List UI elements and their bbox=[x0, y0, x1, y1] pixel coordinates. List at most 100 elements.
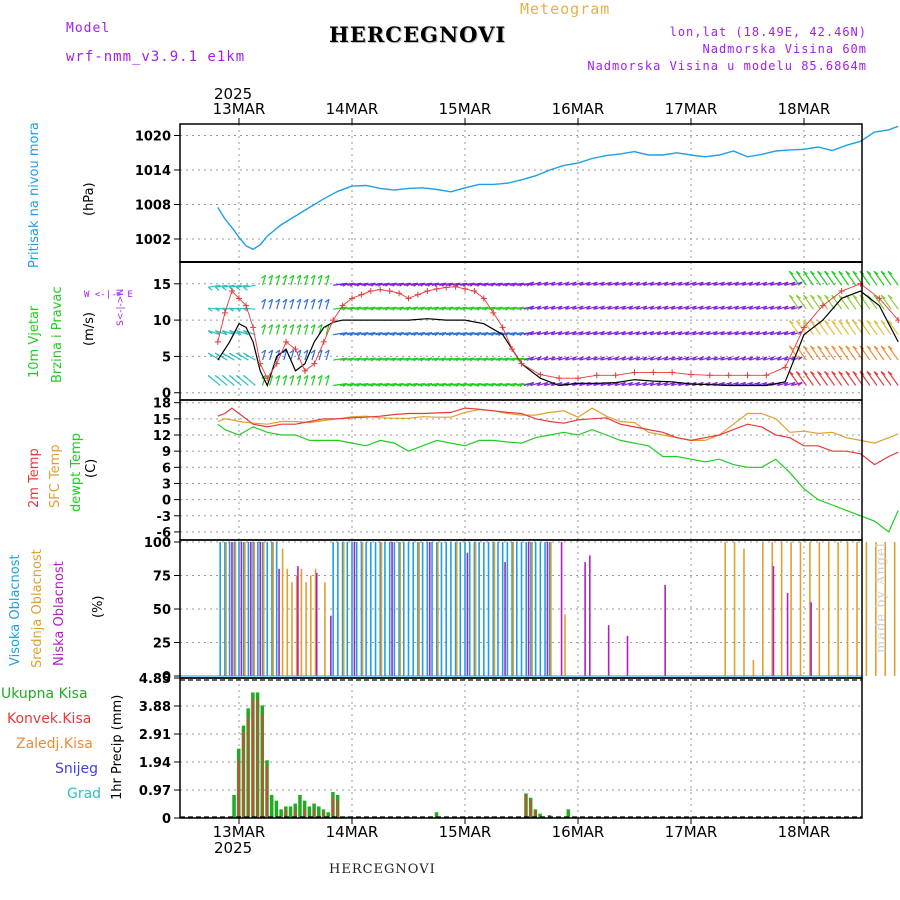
wind-arrows bbox=[207, 270, 899, 387]
precip-conv-bar bbox=[266, 766, 268, 818]
gust-marker bbox=[320, 338, 327, 345]
wind-tick-label: 10 bbox=[153, 314, 171, 329]
pressure-frame bbox=[179, 123, 863, 263]
gust-marker bbox=[386, 288, 393, 295]
temp-label-sfc: SFC Temp bbox=[48, 444, 63, 508]
precip-conv-bar bbox=[238, 760, 240, 818]
temp-tick-label: 9 bbox=[162, 445, 171, 460]
precip-label: 1hr Precip (mm) bbox=[110, 694, 125, 800]
model-label: Model bbox=[66, 21, 111, 36]
precip-conv-bar bbox=[322, 812, 325, 818]
gust-marker bbox=[330, 317, 337, 324]
temp-label-dewpt: dewpt Temp bbox=[69, 432, 84, 512]
precip-total-bar bbox=[317, 806, 321, 818]
gust-marker bbox=[377, 286, 384, 293]
gust-marker bbox=[669, 369, 676, 376]
model-elevation-label: Nadmorska Visina u modelu 85.6864m bbox=[587, 59, 867, 73]
gust-marker bbox=[838, 288, 845, 295]
cloud-tick-label: 0 bbox=[162, 670, 171, 685]
precip-total-bar bbox=[298, 794, 302, 818]
temp-tick-label: -6 bbox=[157, 526, 171, 541]
station-title: HERCEGNOVI bbox=[329, 22, 507, 47]
wind-label-1: 10m Vjetar bbox=[27, 305, 42, 378]
gust-marker bbox=[744, 372, 751, 379]
precip-total-bar bbox=[279, 809, 283, 818]
pressure-line bbox=[217, 125, 899, 251]
cloud-tick-label: 25 bbox=[153, 636, 171, 651]
model-name: wrf-nmm_v3.9.1 e1km bbox=[66, 49, 246, 65]
gust-marker bbox=[283, 338, 290, 345]
legend-convective-rain: Konvek.Kisa bbox=[7, 711, 92, 727]
gust-marker bbox=[311, 360, 318, 367]
gust-marker bbox=[405, 295, 412, 302]
precip-total-bar bbox=[307, 806, 312, 818]
gust-marker bbox=[273, 360, 280, 367]
temp-tick-label: 6 bbox=[162, 461, 171, 476]
dewpt-line bbox=[217, 423, 899, 533]
gust-marker bbox=[414, 291, 421, 298]
temp-tick-label: 18 bbox=[153, 397, 171, 412]
wind-unit: (m/s) bbox=[82, 312, 97, 346]
date-label-bottom: 18MAR bbox=[778, 823, 831, 841]
date-label-bottom: 15MAR bbox=[439, 823, 492, 841]
cloud-tick-label: 50 bbox=[153, 603, 171, 618]
date-label-top: 16MAR bbox=[552, 100, 605, 118]
precip-conv-bar bbox=[256, 699, 259, 818]
temp-unit: (C) bbox=[84, 458, 99, 478]
gust-marker bbox=[339, 302, 346, 309]
precip-conv-bar bbox=[285, 809, 287, 818]
precip-total-bar bbox=[288, 806, 293, 818]
precip-conv-bar bbox=[332, 797, 334, 818]
wind-tick-label: 0 bbox=[162, 387, 171, 402]
precip-total-bar bbox=[326, 812, 330, 818]
precip-conv-bar bbox=[261, 714, 264, 818]
precip-tick-label: 0 bbox=[162, 812, 171, 827]
date-label-bottom: 16MAR bbox=[552, 823, 605, 841]
precip-conv-bar bbox=[336, 800, 339, 818]
gust-marker bbox=[349, 295, 355, 302]
gust-marker bbox=[499, 324, 506, 331]
precip-conv-bar bbox=[242, 731, 245, 818]
precip-total-bar bbox=[434, 812, 439, 818]
gust-marker bbox=[433, 285, 440, 292]
temp-tick-label: 15 bbox=[153, 413, 171, 428]
gust-marker bbox=[221, 309, 228, 316]
precip-conv-bar bbox=[529, 800, 532, 818]
precip-tick-label: 4.85 bbox=[139, 672, 171, 687]
date-label-bottom: 13MAR bbox=[213, 823, 266, 841]
footer-station: HERCEGNOVI bbox=[329, 862, 436, 877]
wind-compass: W <-|-> E bbox=[84, 290, 133, 300]
gust-marker bbox=[593, 372, 600, 379]
gust-marker bbox=[243, 302, 250, 309]
gust-marker bbox=[575, 375, 581, 382]
date-label-top: 15MAR bbox=[439, 100, 492, 118]
temp-tick-label: -3 bbox=[157, 510, 171, 525]
gust-marker bbox=[228, 288, 235, 295]
gust-marker bbox=[443, 284, 450, 291]
date-label-bottom: 14MAR bbox=[326, 823, 379, 841]
precip-total-bar bbox=[274, 800, 279, 818]
gust-marker bbox=[367, 288, 374, 295]
precip-conv-bar bbox=[313, 809, 315, 818]
gust-marker bbox=[452, 283, 459, 290]
gust-marker bbox=[490, 309, 497, 316]
precip-conv-bar bbox=[534, 810, 537, 818]
cloud-tick-label: 75 bbox=[153, 570, 171, 585]
pressure-label: Pritisak na nivou mora bbox=[27, 122, 42, 268]
gust-marker bbox=[631, 369, 638, 376]
precip-tick-label: 3.88 bbox=[139, 700, 171, 715]
gust-marker bbox=[471, 288, 478, 295]
gust-marker bbox=[688, 371, 694, 378]
gust-marker bbox=[480, 295, 487, 302]
precip-total-bar bbox=[538, 813, 542, 818]
gust-marker bbox=[358, 291, 365, 298]
gust-marker bbox=[250, 324, 257, 331]
gust-marker bbox=[782, 364, 789, 371]
pressure-tick-label: 1002 bbox=[135, 233, 171, 248]
gust-marker bbox=[725, 372, 732, 379]
precip-tick-label: 2.91 bbox=[139, 728, 171, 743]
precip-conv-bar bbox=[294, 809, 297, 818]
cloud-label-low: Niska Oblacnost bbox=[52, 561, 67, 666]
pressure-tick-label: 1008 bbox=[135, 199, 171, 214]
